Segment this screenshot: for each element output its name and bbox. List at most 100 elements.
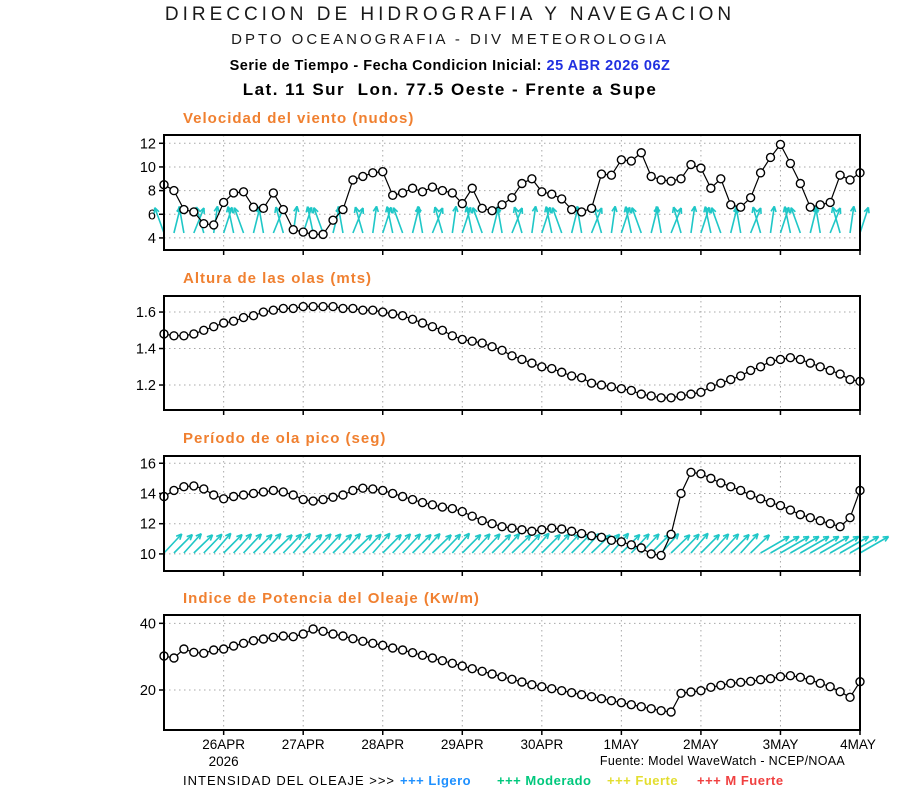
direction-arrow — [630, 207, 643, 234]
direction-arrow — [421, 532, 441, 554]
legend-item-fuerte: +++ Fuerte — [607, 773, 679, 788]
direction-arrow — [461, 533, 482, 554]
page-title: DIRECCION DE HIDROGRAFIA Y NAVEGACION — [164, 4, 736, 25]
direction-arrow — [382, 533, 402, 554]
direction-arrow — [751, 206, 762, 234]
direction-arrow — [750, 534, 771, 554]
svg-text:1.4: 1.4 — [136, 342, 156, 358]
direction-arrow — [451, 205, 459, 234]
direction-arrow — [730, 533, 750, 554]
direction-arrow — [690, 532, 709, 554]
direction-arrow — [819, 535, 850, 554]
direction-arrow — [173, 533, 194, 554]
direction-arrow — [392, 533, 412, 554]
direction-arrow — [342, 532, 362, 554]
direction-arrow — [789, 207, 802, 234]
direction-arrow — [471, 207, 483, 234]
department-subtitle: DPTO OCEANOGRAFIA - DIV METEOROLOGIA — [231, 31, 669, 48]
svg-text:4: 4 — [148, 231, 156, 247]
legend-label: INTENSIDAD DEL OLEAJE >>> — [183, 773, 396, 788]
svg-text:10: 10 — [140, 160, 156, 176]
svg-text:4MAY: 4MAY — [840, 737, 876, 752]
svg-text:40: 40 — [140, 616, 156, 632]
legend-item-ligero: +++ Ligero — [400, 773, 472, 788]
direction-arrow — [433, 206, 444, 234]
wave-power-chart: 40 20 — [140, 614, 865, 735]
direction-arrow — [272, 534, 293, 554]
direction-arrow — [501, 532, 521, 554]
svg-text:10: 10 — [140, 547, 156, 563]
direction-arrow — [225, 206, 235, 234]
svg-text:6: 6 — [148, 207, 156, 223]
peak-period-chart: 16 14 12 10 — [140, 455, 890, 576]
direction-arrow — [769, 205, 777, 234]
svg-text:12: 12 — [140, 517, 156, 533]
direction-arrow — [471, 533, 491, 554]
svg-text:27APR: 27APR — [282, 737, 325, 752]
svg-text:14: 14 — [140, 486, 156, 502]
svg-text:2026: 2026 — [209, 754, 239, 769]
svg-text:12: 12 — [140, 136, 156, 152]
direction-arrow — [451, 532, 471, 554]
panel-title-peak-period: Período de ola pico (seg) — [183, 430, 387, 447]
direction-arrow — [322, 533, 342, 554]
direction-arrow — [312, 207, 324, 234]
series-info-line: Serie de Tiempo - Fecha Condicion Inicia… — [0, 58, 900, 74]
direction-arrow — [531, 532, 550, 554]
direction-arrow — [481, 533, 501, 554]
direction-arrow — [402, 533, 422, 554]
direction-arrow — [849, 535, 880, 554]
direction-arrow — [740, 532, 759, 554]
direction-arrow — [392, 207, 404, 234]
direction-arrow — [302, 533, 323, 554]
svg-text:8: 8 — [148, 184, 156, 200]
direction-arrow — [859, 535, 890, 554]
direction-arrow — [700, 533, 721, 554]
source-credit: Fuente: Model WaveWatch - NCEP/NOAA — [599, 754, 845, 768]
svg-text:26APR: 26APR — [202, 737, 245, 752]
svg-text:1MAY: 1MAY — [603, 737, 639, 752]
panel-title-wave-height: Altura de las olas (mts) — [183, 270, 373, 287]
direction-arrow — [780, 535, 810, 554]
direction-arrow — [690, 205, 698, 234]
wave-height-chart: 1.6 1.4 1.2 — [136, 295, 865, 415]
direction-arrow — [203, 533, 223, 554]
direction-arrow — [782, 206, 792, 234]
direction-arrow — [372, 532, 391, 554]
direction-arrow — [541, 533, 561, 554]
direction-arrow — [703, 206, 712, 234]
direction-arrow — [809, 535, 840, 554]
direction-arrow — [183, 532, 203, 554]
svg-text:20: 20 — [140, 683, 156, 699]
direction-arrow — [233, 533, 253, 554]
series-info-label: Serie de Tiempo - Fecha Condicion Inicia… — [229, 58, 543, 74]
direction-arrow — [680, 533, 700, 554]
svg-text:1.6: 1.6 — [136, 305, 156, 321]
direction-arrow — [859, 206, 870, 234]
direction-arrow — [352, 534, 373, 554]
direction-arrow — [441, 533, 462, 554]
direction-arrow — [292, 532, 312, 554]
svg-text:2MAY: 2MAY — [683, 737, 719, 752]
direction-arrow — [312, 533, 332, 554]
direction-arrow — [829, 535, 860, 554]
direction-arrow — [830, 206, 841, 234]
direction-arrow — [163, 533, 183, 554]
direction-arrow — [813, 205, 822, 234]
direction-arrow — [282, 533, 303, 554]
direction-arrow — [353, 206, 364, 234]
legend-item-m-fuerte: +++ M Fuerte — [697, 773, 784, 788]
direction-arrow — [654, 205, 662, 234]
direction-arrow — [512, 206, 523, 234]
direction-arrow — [431, 534, 452, 554]
direction-arrow — [760, 535, 790, 554]
direction-arrow — [384, 206, 394, 234]
svg-text:16: 16 — [140, 456, 156, 472]
direction-arrow — [531, 205, 539, 234]
svg-text:29APR: 29APR — [441, 737, 484, 752]
direction-arrow — [464, 206, 474, 234]
svg-text:30APR: 30APR — [520, 737, 563, 752]
direction-arrow — [544, 206, 553, 234]
